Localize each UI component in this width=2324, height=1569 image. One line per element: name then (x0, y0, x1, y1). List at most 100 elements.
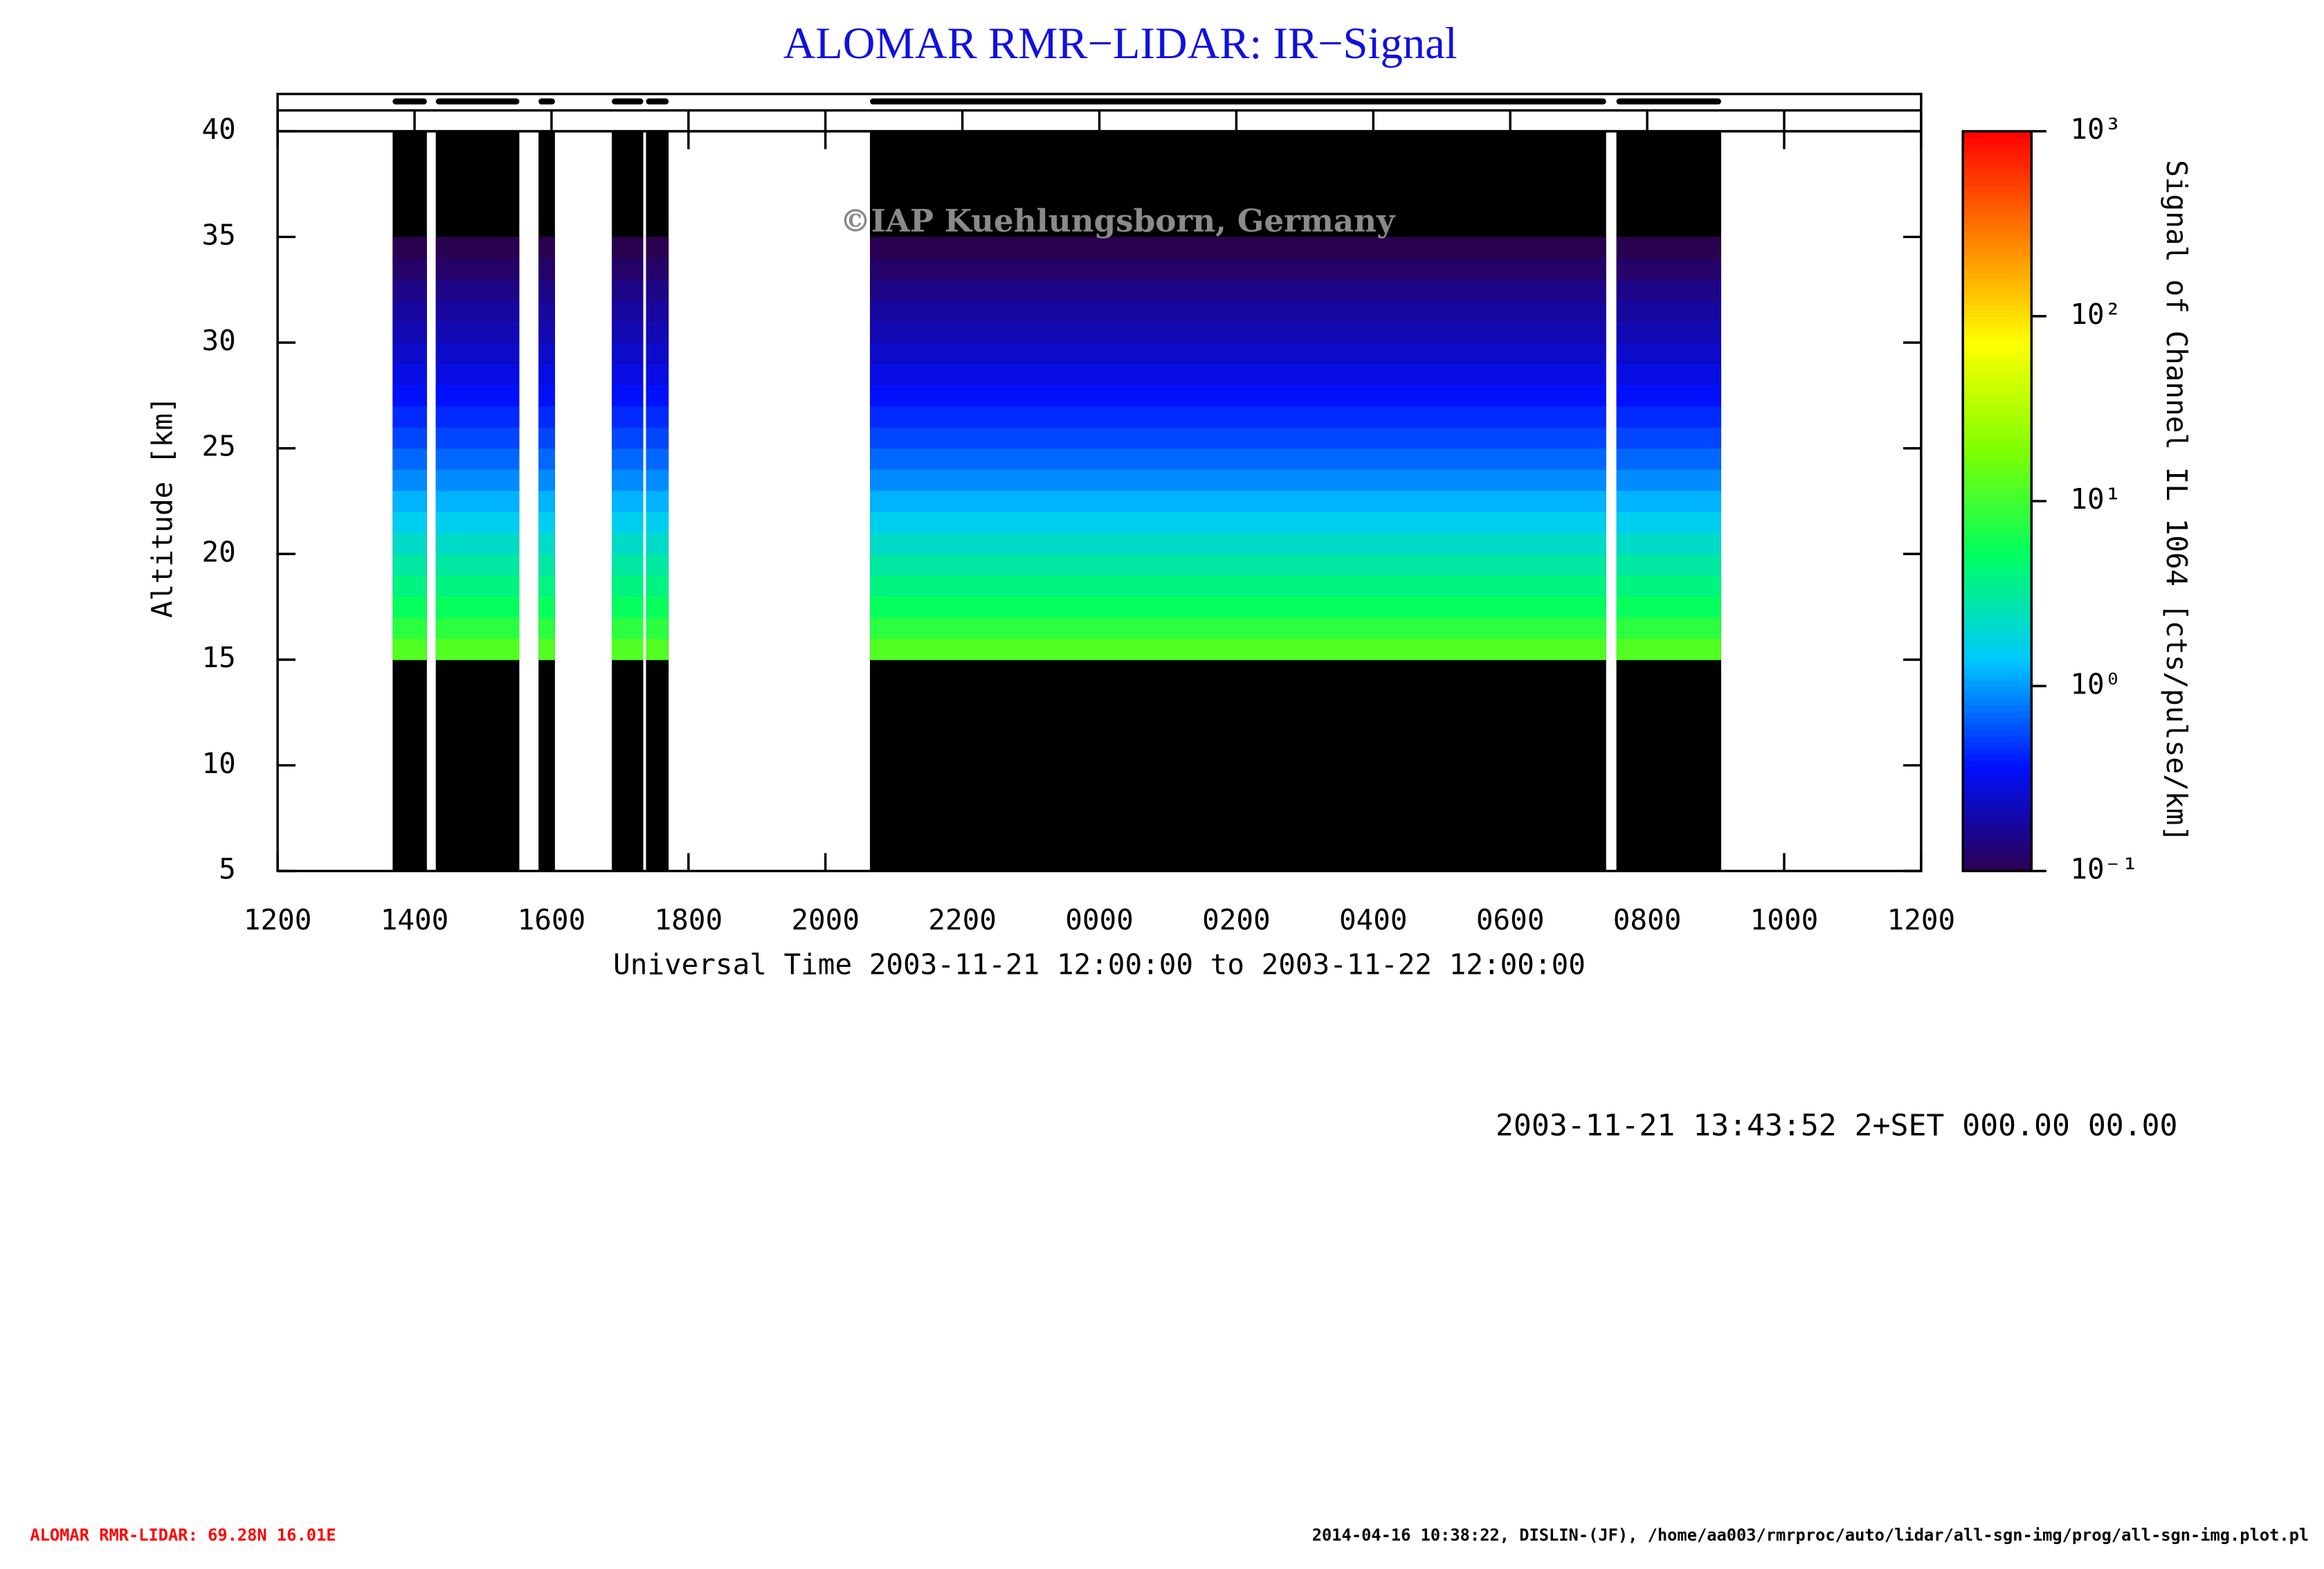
heatmap-cell (1616, 257, 1721, 280)
colorbar-swatch (1963, 723, 2032, 730)
x-tick-label: 1200 (1887, 903, 1956, 936)
colorbar-tick-label: 10² (2070, 298, 2121, 331)
heatmap-cell (646, 469, 669, 491)
heatmap-cell (538, 257, 555, 280)
heatmap-cell (538, 300, 555, 323)
colorbar-swatch (1963, 661, 2032, 669)
footer-left: ALOMAR RMR-LIDAR: 69.28N 16.01E (30, 1525, 336, 1545)
y-tick-label: 10 (201, 747, 235, 780)
heatmap-cell (435, 574, 520, 597)
heatmap-cell (1616, 300, 1721, 323)
heatmap-cell (392, 469, 427, 491)
heatmap-cell (392, 448, 427, 470)
heatmap-cell (870, 257, 1606, 280)
x-tick-label: 0000 (1065, 903, 1134, 936)
heatmap-cell (435, 279, 520, 301)
heatmap-cell (1616, 490, 1721, 512)
colorbar-swatch (1963, 797, 2032, 804)
x-tick-label: 1600 (518, 903, 586, 936)
heatmap-cell (870, 448, 1606, 470)
heatmap-cell (870, 279, 1606, 301)
heatmap-cell (435, 237, 520, 259)
colorbar-swatch (1963, 581, 2032, 588)
heatmap-cell (646, 257, 669, 280)
heatmap-cell (1616, 511, 1721, 534)
colorbar-swatch (1963, 649, 2032, 656)
heatmap-cell (870, 574, 1606, 597)
colorbar-swatch (1963, 667, 2032, 675)
colorbar-tick-label: 10⁰ (2070, 667, 2121, 700)
heatmap-cell (870, 300, 1606, 323)
period-dash (538, 98, 555, 105)
colorbar-swatch (1963, 254, 2032, 262)
colorbar-swatch (1963, 852, 2032, 860)
colorbar-swatch (1963, 156, 2032, 163)
x-tick-label: 0800 (1613, 903, 1682, 936)
heatmap-cell (1616, 554, 1721, 576)
colorbar-swatch (1963, 309, 2032, 317)
colorbar-swatch (1963, 840, 2032, 847)
colorbar-swatch (1963, 754, 2032, 761)
stamp: 2003-11-21 13:43:52 2+SET 000.00 00.00 (1496, 1109, 2178, 1143)
heatmap-cell (1616, 385, 1721, 407)
heatmap-cell (870, 237, 1606, 259)
watermark: ©IAP Kuehlungsborn, Germany (839, 203, 1396, 239)
colorbar-swatch (1963, 353, 2032, 361)
colorbar-swatch (1963, 507, 2032, 514)
heatmap-cell (870, 343, 1606, 365)
chart-title: ALOMAR RMR−LIDAR: IR−Signal (783, 18, 1458, 68)
heatmap-cell (435, 511, 520, 534)
colorbar-swatch (1963, 574, 2032, 582)
colorbar-swatch (1963, 680, 2032, 687)
colorbar-swatch (1963, 482, 2032, 490)
colorbar-swatch (1963, 513, 2032, 520)
x-tick-label: 0200 (1202, 903, 1271, 936)
colorbar-swatch (1963, 192, 2032, 200)
heatmap-cell (538, 406, 555, 428)
heatmap-cell (392, 596, 427, 618)
plot-frame (276, 129, 1923, 873)
y-tick-label: 25 (201, 430, 235, 463)
colorbar-swatch (1963, 556, 2032, 564)
period-dash (392, 98, 427, 105)
colorbar-swatch (1963, 451, 2032, 459)
heatmap-cell (870, 363, 1606, 386)
y-tick-label: 20 (201, 535, 235, 568)
colorbar-swatch (1963, 199, 2032, 206)
x-tick-label: 0400 (1339, 903, 1408, 936)
heatmap-cell (646, 511, 669, 534)
colorbar-swatch (1963, 716, 2032, 724)
heatmap-cell (611, 237, 644, 259)
colorbar-swatch (1963, 532, 2032, 539)
colorbar-swatch (1963, 279, 2032, 287)
y-axis-label: Altitude [km] (145, 396, 179, 617)
colorbar-swatch (1963, 304, 2032, 311)
colorbar-swatch (1963, 470, 2032, 478)
heatmap-cell (611, 343, 644, 365)
heatmap-cell (870, 532, 1606, 555)
colorbar-tick-label: 10¹ (2070, 482, 2121, 516)
heatmap-cell (870, 427, 1606, 449)
heatmap-cell (538, 385, 555, 407)
heatmap-cell (435, 469, 520, 491)
colorbar-swatch (1963, 162, 2032, 170)
heatmap-cell (392, 300, 427, 323)
heatmap-cell (611, 511, 644, 534)
period-dash (646, 98, 669, 105)
heatmap-cell (435, 554, 520, 576)
colorbar-swatch (1963, 815, 2032, 823)
colorbar-swatch (1963, 673, 2032, 681)
colorbar-swatch (1963, 655, 2032, 662)
heatmap-cell (870, 596, 1606, 618)
colorbar-swatch (1963, 316, 2032, 323)
colorbar-swatch (1963, 396, 2032, 403)
heatmap-cell (646, 490, 669, 512)
colorbar-swatch (1963, 618, 2032, 626)
heatmap-cell (646, 300, 669, 323)
heatmap-cell (392, 427, 427, 449)
colorbar-label: Signal of Channel IL 1064 [cts/pulse/km] (2160, 160, 2193, 842)
heatmap-cell (392, 385, 427, 407)
colorbar-swatch (1963, 476, 2032, 484)
colorbar-swatch (1963, 790, 2032, 798)
